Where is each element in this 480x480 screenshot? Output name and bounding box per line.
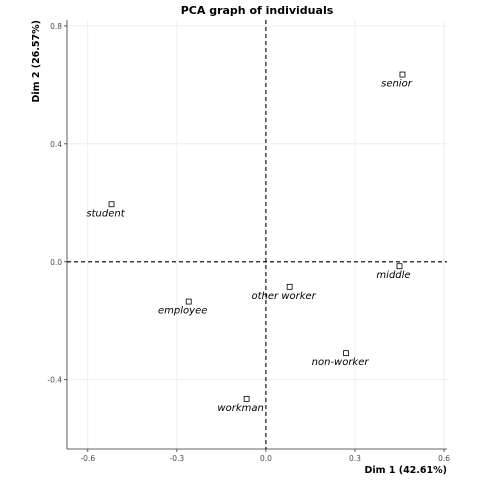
x-tick-label: 0.3 (349, 454, 361, 463)
chart-title: PCA graph of individuals (181, 4, 334, 17)
data-point (286, 283, 293, 290)
axes-layer: -0.6 -0.3 0.0 0.3 0.6 -0.4 0.0 0.4 0.8 (47, 20, 450, 463)
points-layer: senior student middle other worker employee n… (86, 71, 413, 414)
x-tick-label: -0.3 (170, 454, 185, 463)
x-axis-label: Dim 1 (42.61%) (364, 465, 447, 476)
x-tick-label: 0.0 (260, 454, 272, 463)
y-axis-label: Dim 2 (26.57%) (31, 20, 42, 103)
data-point-label: senior (381, 79, 413, 90)
data-point (243, 395, 250, 402)
y-tick-label: 0.0 (50, 258, 62, 267)
data-point (396, 263, 403, 270)
data-point-label: middle (376, 270, 410, 281)
y-tick-label: -0.4 (47, 376, 62, 385)
data-point-label: other worker (252, 291, 317, 302)
x-tick-label: -0.6 (80, 454, 95, 463)
data-point (185, 298, 192, 305)
data-point (343, 350, 349, 357)
data-point-label: non-worker (312, 357, 370, 368)
data-point-label: student (86, 208, 125, 219)
x-tick-label: 0.6 (438, 454, 450, 463)
y-tick-label: 0.4 (50, 140, 62, 149)
data-point (108, 201, 115, 208)
data-point-label: employee (158, 306, 207, 317)
data-point-label: workman (217, 403, 263, 414)
y-tick-label: 0.8 (50, 22, 62, 31)
data-point (399, 71, 406, 78)
reference-lines (67, 20, 447, 449)
